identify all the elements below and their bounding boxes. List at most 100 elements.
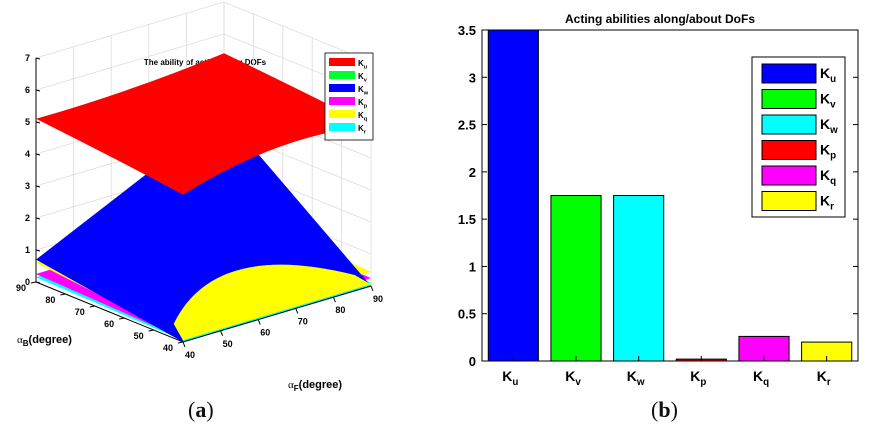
caption-open-paren: (	[651, 397, 659, 422]
subfigure-label-b: (b)	[651, 397, 678, 423]
z-tick-mark	[35, 57, 41, 60]
z-tick-mark	[35, 89, 41, 92]
y-tick-label: 40	[163, 343, 173, 353]
y-tick-mark	[30, 281, 37, 284]
x-tick-label: Kw	[627, 368, 645, 388]
caption-open-paren: (	[188, 397, 196, 422]
y-tick-label: 3	[469, 70, 476, 85]
x-tick-mark	[295, 308, 299, 314]
y-tick-mark	[119, 317, 125, 320]
y-tick-mark	[177, 341, 184, 344]
axis-lines	[35, 58, 372, 343]
surface-k-u	[36, 53, 371, 195]
y-tick-mark	[148, 329, 154, 332]
legend-swatch	[329, 84, 355, 92]
bar-chart-plot: 0 0.5 1 1.5 2 2.5 3 3.5 Ku Kv Kw Kp Kq Kr	[458, 23, 859, 388]
surface-chart: The ability of acting along DOFs 0123456…	[16, 1, 383, 393]
x-tick-label: 70	[298, 316, 308, 326]
legend-swatch	[761, 165, 817, 186]
y-tick-label: 3.5	[458, 23, 476, 38]
x-tick-label: Kv	[565, 368, 581, 388]
surface-chart-x-axis-label: αF(degree)	[288, 379, 342, 393]
y-tick-label: 1	[469, 259, 476, 274]
z-tick-label: 4	[25, 149, 30, 159]
x-tick-label: 90	[373, 294, 383, 304]
y-tick-mark	[89, 305, 95, 308]
legend-label: Ku	[358, 59, 368, 70]
x-tick-mark	[257, 319, 261, 325]
z-tick-mark	[35, 121, 41, 124]
legend-label: Kv	[820, 91, 836, 111]
x-axis-label-text: αF(degree)	[288, 379, 342, 393]
bar-chart-frame	[481, 29, 859, 362]
bar-chart: Acting abilities along/about DoFs 0 0.5 1 1…	[458, 12, 859, 388]
legend-label: Kr	[820, 193, 834, 213]
x-tick-mark	[220, 330, 224, 336]
bar	[550, 195, 602, 362]
z-tick-label: 3	[25, 181, 30, 191]
subfigure-label-a: (a)	[188, 397, 214, 423]
y-tick-label: 0.5	[458, 307, 476, 322]
x-tick-mark	[182, 341, 186, 348]
surface-chart-axes: 0 1 2 3 4 5 6 7 40 50 60 70 80 90 40 50 60 70 80 90	[16, 53, 383, 360]
y-tick-label: 0	[469, 354, 476, 369]
grid-line	[35, 1, 372, 63]
z-tick-mark	[35, 281, 41, 284]
x-tick-label: Ku	[502, 368, 518, 388]
legend-label: Kr	[358, 124, 367, 135]
x-tick-label: 80	[335, 305, 345, 315]
legend-swatch	[329, 58, 355, 66]
surface-k-q-front	[173, 264, 371, 341]
legend-swatch	[761, 191, 817, 211]
y-tick-label: 1.5	[458, 212, 476, 227]
legend-label: Kp	[358, 98, 368, 109]
x-tick-label: Kp	[690, 368, 706, 388]
z-tick-label: 7	[25, 53, 30, 63]
caption-close-paren: )	[206, 397, 214, 422]
x-tick-label: Kq	[753, 368, 769, 388]
surface-chart-legend: Ku Kv Kw Kp Kq Kr	[324, 52, 374, 141]
x-tick-label: 50	[223, 339, 233, 349]
y-tick-label: 80	[45, 295, 55, 305]
legend-label: Kq	[820, 167, 836, 187]
legend-swatch	[761, 63, 817, 84]
caption-letter: a	[195, 397, 207, 422]
z-tick-mark	[35, 249, 41, 252]
legend-label: Kw	[820, 116, 838, 136]
y-axis-label-text: αB(degree)	[17, 334, 72, 348]
z-tick-label: 0	[25, 277, 30, 287]
surface-chart-y-axis-label: αB(degree)	[17, 334, 72, 348]
legend-swatch	[329, 97, 355, 105]
y-tick-mark	[60, 293, 66, 296]
legend-swatch	[329, 71, 355, 79]
bar	[613, 195, 665, 362]
bar	[487, 29, 539, 362]
bar-chart-title: Acting abilities along/about DoFs	[565, 12, 755, 26]
caption-letter: b	[658, 397, 671, 422]
x-tick-label: 60	[260, 328, 270, 338]
legend-label: Kw	[358, 85, 369, 96]
legend-swatch	[329, 110, 355, 118]
z-tick-label: 6	[25, 85, 30, 95]
z-tick-label: 1	[25, 245, 30, 255]
x-tick-mark	[370, 285, 374, 292]
y-tick-label: 70	[75, 307, 85, 317]
bar-chart-legend: Ku Kv Kw Kp Kq Kr	[751, 56, 846, 218]
y-tick-label: 2.5	[458, 118, 476, 133]
legend-label: Kp	[820, 142, 836, 162]
x-tick-label: 40	[185, 350, 195, 360]
z-tick-mark	[35, 185, 41, 188]
z-tick-mark	[35, 217, 41, 220]
y-tick-label: 50	[134, 331, 144, 341]
y-tick-label: 60	[104, 319, 114, 329]
legend-label: Ku	[820, 65, 836, 85]
y-tick-label: 2	[469, 165, 476, 180]
caption-close-paren: )	[670, 397, 678, 422]
y-tick-label: 90	[16, 283, 26, 293]
legend-swatch	[329, 123, 355, 131]
x-tick-mark	[332, 297, 336, 303]
legend-swatch	[761, 140, 817, 160]
legend-swatch	[761, 114, 817, 135]
z-tick-mark	[35, 153, 41, 156]
